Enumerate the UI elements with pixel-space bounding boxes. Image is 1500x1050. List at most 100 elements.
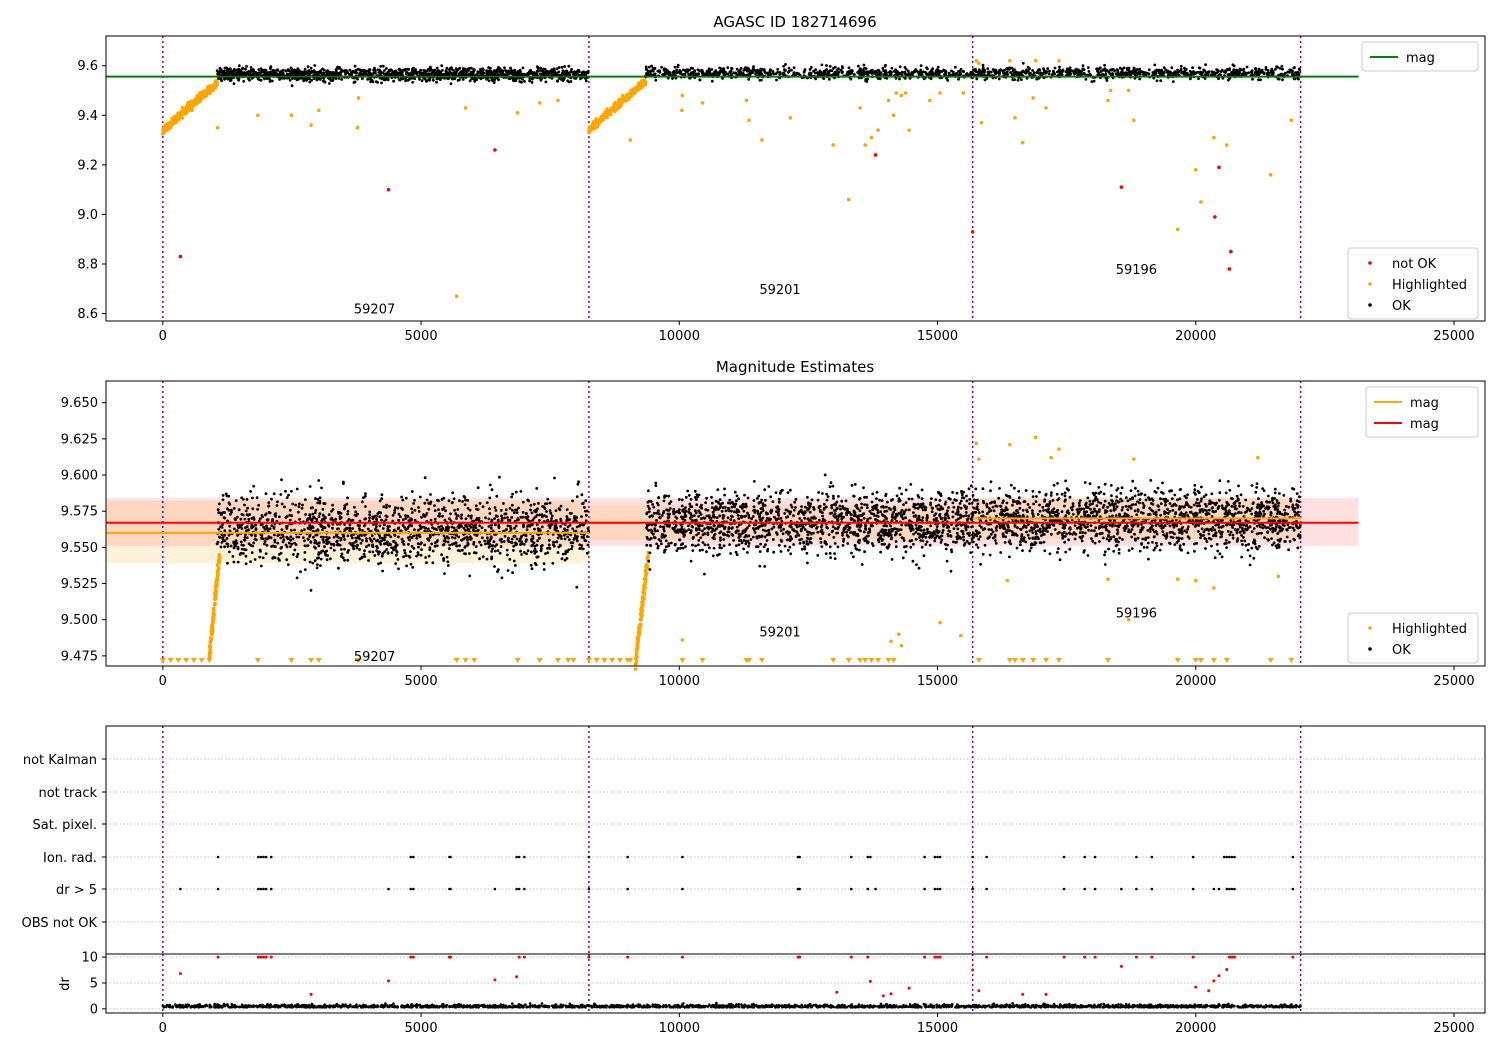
ok-point xyxy=(1136,72,1140,75)
ok-point xyxy=(382,505,386,509)
ok-point xyxy=(910,73,914,76)
ok-point xyxy=(219,525,223,529)
ok-point xyxy=(942,68,946,72)
ok-point xyxy=(334,517,338,521)
ok-point xyxy=(407,554,411,558)
ok-point xyxy=(273,538,277,542)
ok-point xyxy=(576,482,580,486)
ok-point xyxy=(559,504,563,508)
ok-point xyxy=(883,65,887,68)
ok-point xyxy=(221,494,225,497)
ok-point xyxy=(275,72,278,76)
ok-point xyxy=(289,66,293,70)
ok-point xyxy=(782,71,786,75)
ramp-point xyxy=(642,81,646,85)
ok-point xyxy=(390,546,393,549)
ok-point xyxy=(462,73,466,76)
ok-point xyxy=(519,549,522,553)
ok-point xyxy=(486,536,489,540)
ok-point xyxy=(456,514,460,518)
series-point xyxy=(309,123,313,128)
ok-point xyxy=(464,517,468,521)
ok-point xyxy=(528,77,532,80)
ok-point xyxy=(1280,64,1284,68)
ok-point xyxy=(298,502,301,506)
ok-point xyxy=(455,544,459,548)
ok-point xyxy=(321,507,325,511)
ok-point xyxy=(553,69,556,72)
ok-point xyxy=(452,69,455,72)
ok-point xyxy=(303,539,306,543)
ok-point xyxy=(280,528,284,532)
ok-point xyxy=(560,557,564,561)
ok-point xyxy=(1259,78,1262,82)
ok-point xyxy=(523,80,526,83)
ok-point xyxy=(384,514,388,518)
ok-point xyxy=(1080,70,1083,73)
ok-point xyxy=(483,529,487,532)
ok-point xyxy=(284,69,288,72)
ok-point xyxy=(370,534,374,538)
ok-point xyxy=(509,66,512,70)
ok-point xyxy=(774,72,778,75)
ok-point xyxy=(528,79,531,83)
series-point xyxy=(515,111,520,115)
panel1-obsid-annotation-2: 59196 xyxy=(1116,263,1157,278)
ok-point xyxy=(492,540,496,544)
ok-point xyxy=(413,508,417,512)
ok-point xyxy=(698,78,702,82)
ok-point xyxy=(343,547,346,551)
ok-point xyxy=(571,541,575,545)
ok-point xyxy=(500,540,504,544)
ok-point xyxy=(301,503,304,507)
ok-point xyxy=(466,527,470,531)
ok-point xyxy=(338,515,342,519)
ok-point xyxy=(367,559,370,562)
ok-point xyxy=(381,527,385,530)
panel1-ok-cloud-0 xyxy=(215,64,590,88)
ok-point xyxy=(315,78,319,82)
series-point xyxy=(903,91,908,95)
ok-point xyxy=(468,536,472,540)
ok-point xyxy=(580,493,584,497)
series-point xyxy=(1229,249,1233,254)
ok-point xyxy=(308,513,312,517)
ok-point xyxy=(775,78,778,82)
ok-point xyxy=(578,547,582,550)
ok-point xyxy=(1183,66,1186,70)
ok-point xyxy=(309,66,313,70)
ok-point xyxy=(350,71,354,75)
ok-point xyxy=(323,550,327,554)
ok-point xyxy=(273,556,277,560)
ok-point xyxy=(1009,71,1012,74)
ok-point xyxy=(421,72,424,75)
ok-point xyxy=(216,508,220,512)
ok-point xyxy=(303,551,307,554)
ok-point xyxy=(231,555,235,558)
ok-point xyxy=(303,528,306,531)
ok-point xyxy=(519,543,522,546)
ok-point xyxy=(809,66,813,69)
ok-point xyxy=(673,65,677,69)
ok-point xyxy=(1281,67,1284,71)
ramp-point xyxy=(638,87,642,91)
ok-point xyxy=(519,515,523,519)
series-point xyxy=(876,128,880,132)
ok-point xyxy=(477,516,481,520)
ok-point xyxy=(545,502,549,505)
ok-point xyxy=(452,526,456,530)
ok-point xyxy=(397,512,401,516)
ok-point xyxy=(245,65,248,68)
ok-point xyxy=(521,500,525,504)
panel1-obsid-annotation-1: 59201 xyxy=(759,283,800,298)
ok-point xyxy=(510,503,514,507)
ok-point xyxy=(313,73,317,77)
ok-point xyxy=(1017,71,1020,75)
ok-point xyxy=(503,534,507,538)
ok-point xyxy=(232,540,236,544)
ok-point xyxy=(409,562,413,566)
ok-point xyxy=(1250,69,1254,73)
ok-point xyxy=(309,589,313,592)
ok-point xyxy=(261,69,265,73)
